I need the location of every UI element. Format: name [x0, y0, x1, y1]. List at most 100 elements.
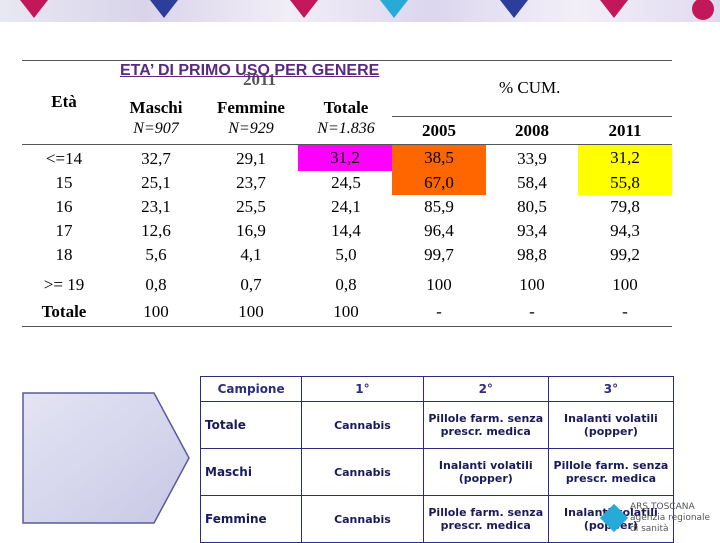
decor-triangle [150, 0, 178, 18]
ranking-second: Pillole farm. senza prescr. medica [422, 495, 549, 543]
cell-totale: 5,0 [335, 245, 357, 264]
cell-2011: 99,2 [610, 245, 640, 264]
decor-triangle [290, 0, 318, 18]
cell-2008: 93,4 [517, 221, 547, 240]
pct-cum-label: % CUM. [499, 78, 561, 97]
cell-2011: 94,3 [610, 221, 640, 240]
cell-totale: 14,4 [331, 221, 361, 240]
ranking-second: Inalanti volatili (popper) [422, 448, 549, 496]
brand-line1: ARS TOSCANA [630, 502, 695, 512]
col-sub-femmine-n: N=929 [228, 120, 274, 137]
col-header-2005: 2005 [422, 121, 456, 140]
row-age-total: Totale [41, 302, 87, 321]
cell-femmine: 29,1 [236, 149, 266, 168]
logo-icon [599, 503, 629, 533]
cell-2005-highlight: 67,0 [392, 171, 486, 195]
table-row: Femmine Cannabis Pillole farm. senza pre… [199, 495, 675, 543]
decor-circle [692, 0, 714, 20]
ranking-third: Pillole farm. senza prescr. medica [547, 448, 675, 496]
cell-maschi: 32,7 [141, 149, 171, 168]
page-title: ETA’ DI PRIMO USO PER GENERE [120, 62, 380, 79]
cell-2011: 100 [612, 275, 638, 294]
row-age: <=14 [45, 149, 83, 168]
cell-maschi: 100 [143, 302, 169, 321]
cell-2005-highlight: 38,5 [392, 145, 486, 171]
col-header-femmine: Femmine [217, 98, 285, 117]
cell-2011-highlight: 31,2 [578, 145, 672, 171]
cell-totale: 24,5 [331, 173, 361, 192]
cell-2008: 33,9 [517, 149, 547, 168]
cell-maschi: 0,8 [145, 275, 167, 294]
ranking-sample: Totale [199, 401, 303, 449]
cell-2008: 80,5 [517, 197, 547, 216]
col-header-2008: 2008 [515, 121, 549, 140]
decor-triangle [380, 0, 408, 18]
row-age: 15 [55, 173, 73, 192]
ranking-header-first: 1° [301, 376, 424, 402]
cell-femmine: 4,1 [240, 245, 262, 264]
col-header-eta: Età [51, 92, 77, 111]
ranking-third: Inalanti volatili (popper) [547, 495, 675, 543]
cell-2011: - [622, 302, 628, 321]
cell-totale: 100 [333, 302, 359, 321]
cell-maschi: 12,6 [141, 221, 171, 240]
row-age: >= 19 [43, 275, 85, 294]
cell-totale-highlight: 31,2 [298, 145, 392, 171]
cell-femmine: 25,5 [236, 197, 266, 216]
cell-2005: 85,9 [424, 197, 454, 216]
row-age: 16 [55, 197, 73, 216]
col-header-2011: 2011 [608, 121, 642, 140]
cell-2005: 96,4 [424, 221, 454, 240]
ranking-second: Pillole farm. senza prescr. medica [422, 401, 549, 449]
cell-maschi: 25,1 [141, 173, 171, 192]
decor-triangle [600, 0, 628, 18]
ranking-first: Cannabis [301, 448, 424, 496]
cell-2008: 58,4 [517, 173, 547, 192]
ranking-header-third: 3° [547, 376, 675, 402]
table-bottom-rule [22, 326, 672, 327]
cell-femmine: 23,7 [236, 173, 266, 192]
ranking-sample: Maschi [199, 448, 303, 496]
year-header-rule [392, 116, 672, 117]
header-bottom-rule [22, 144, 672, 145]
brand-logo: ARS TOSCANA agenzia regionale di sanità [599, 502, 714, 536]
ranking-header-campione: Campione [199, 376, 303, 402]
year-overlay: 2011 [243, 70, 277, 89]
row-age: 17 [55, 221, 73, 240]
cell-femmine: 0,7 [240, 275, 262, 294]
ranking-sample: Femmine [199, 495, 303, 543]
ranking-table: Campione 1° 2° 3° Totale Cannabis Pillol… [199, 376, 675, 543]
col-header-maschi: Maschi [129, 98, 183, 117]
table-row: Maschi Cannabis Inalanti volatili (poppe… [199, 448, 675, 496]
row-age: 18 [55, 245, 73, 264]
col-header-totale: Totale [323, 98, 369, 117]
header-banner [0, 0, 720, 22]
ranking-third: Inalanti volatili (popper) [547, 401, 675, 449]
col-sub-totale-n: N=1.836 [317, 120, 375, 137]
cell-totale: 0,8 [335, 275, 357, 294]
cell-femmine: 100 [238, 302, 264, 321]
cell-totale: 24,1 [331, 197, 361, 216]
cell-2008: 98,8 [517, 245, 547, 264]
ranking-first: Cannabis [301, 495, 424, 543]
cell-2008: 100 [519, 275, 545, 294]
cell-maschi: 5,6 [145, 245, 167, 264]
col-sub-maschi-n: N=907 [133, 120, 179, 137]
cell-2005: 100 [426, 275, 452, 294]
table-top-rule [22, 60, 672, 61]
cell-femmine: 16,9 [236, 221, 266, 240]
cell-2011-highlight: 55,8 [578, 171, 672, 195]
decor-triangle [20, 0, 48, 18]
ranking-header-second: 2° [422, 376, 549, 402]
table-row: Totale Cannabis Pillole farm. senza pres… [199, 401, 675, 449]
cell-2008: - [529, 302, 535, 321]
brand-line2: agenzia regionale di sanità [630, 513, 711, 534]
cell-2011: 79,8 [610, 197, 640, 216]
arrow-callout-shape [22, 392, 190, 524]
cell-2005: 99,7 [424, 245, 454, 264]
cell-maschi: 23,1 [141, 197, 171, 216]
ranking-header-row: Campione 1° 2° 3° [199, 376, 675, 402]
cell-2005: - [436, 302, 442, 321]
ranking-first: Cannabis [301, 401, 424, 449]
brand-text: ARS TOSCANA agenzia regionale di sanità [630, 502, 714, 535]
